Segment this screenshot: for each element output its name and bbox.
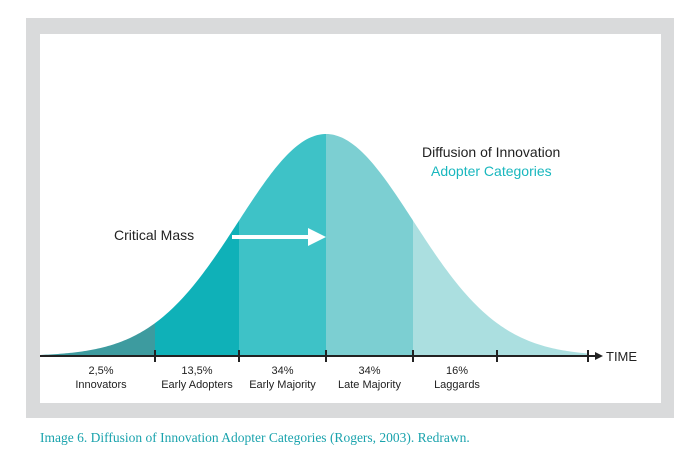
labels-layer: 2,5% Innovators 13,5% Early Adopters 34% Earl…: [75, 365, 480, 391]
figure-frame: 2,5% Innovators 13,5% Early Adopters 34% Earl…: [26, 18, 674, 418]
segment-percent-label: 2,5%: [88, 365, 113, 377]
segment-early-adopters: [155, 220, 239, 356]
segment-percent-label: 13,5%: [181, 365, 212, 377]
segment-percent-label: 34%: [271, 365, 293, 377]
segment-name-label: Late Majority: [338, 379, 401, 391]
x-axis-label: TIME: [606, 349, 637, 364]
chart-subtitle: Adopter Categories: [431, 163, 552, 179]
chart-title: Diffusion of Innovation: [422, 144, 560, 160]
chart-area: 2,5% Innovators 13,5% Early Adopters 34% Earl…: [40, 34, 661, 403]
bell-curve-chart: 2,5% Innovators 13,5% Early Adopters 34% Earl…: [40, 134, 637, 391]
figure-caption: Image 6. Diffusion of Innovation Adopter…: [40, 430, 470, 445]
segment-name-label: Early Majority: [249, 379, 316, 391]
segment-percent-label: 16%: [446, 365, 468, 377]
segment-name-label: Early Adopters: [161, 379, 233, 391]
critical-mass-label: Critical Mass: [114, 227, 194, 243]
segments-layer: [40, 134, 588, 356]
segment-laggards: [413, 220, 588, 356]
segment-percent-label: 34%: [358, 365, 380, 377]
segment-innovators: [40, 323, 155, 356]
segment-name-label: Innovators: [75, 379, 127, 391]
critical-mass-arrow: [232, 228, 326, 246]
segment-name-label: Laggards: [434, 379, 480, 391]
segment-early-majority: [239, 134, 326, 356]
x-axis-arrow: [595, 352, 603, 360]
axis-layer: [40, 350, 603, 362]
segment-late-majority: [326, 134, 413, 356]
